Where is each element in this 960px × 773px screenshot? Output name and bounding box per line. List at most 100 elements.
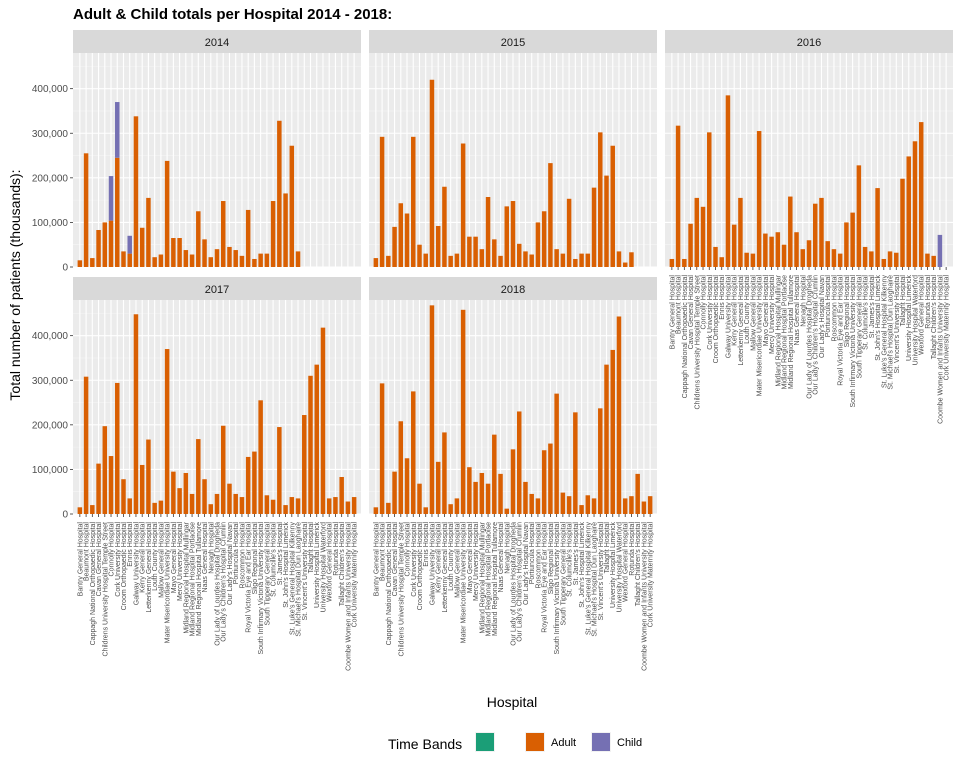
bar-adult — [252, 258, 257, 267]
bar-adult — [931, 255, 936, 267]
bar-adult — [302, 415, 307, 514]
bar-adult — [392, 226, 397, 267]
x-tick-label: Rotunda Hospital — [925, 275, 932, 329]
x-tick-label: St. James's Hospital — [573, 522, 580, 586]
bar-adult — [177, 488, 182, 514]
bar-adult — [869, 251, 874, 267]
x-tick-label: Mercy University Hospital — [769, 275, 776, 354]
x-tick-label: Mayo General Hospital — [467, 522, 474, 594]
bar-adult — [604, 364, 609, 514]
bar-adult — [881, 258, 887, 267]
x-tick-label: Midland Regional Hospital Tullamore — [196, 522, 203, 636]
x-tick-label: St. Columcille's Hospital — [863, 275, 870, 350]
bar-adult — [239, 255, 245, 267]
bar-adult — [83, 376, 89, 514]
bar-adult — [127, 253, 132, 267]
bar-adult — [146, 197, 151, 267]
x-tick-label: Cork University Hospital — [707, 275, 714, 350]
x-tick-label: Croom Orthopaedic Hospital — [713, 275, 720, 364]
x-tick-label: South Infirmary Victoria University Hosp… — [258, 522, 265, 655]
x-tick-label: Mallow General Hospital — [454, 522, 461, 598]
x-tick-label: Our Lady of Lourdes Hospital Drogheda — [511, 522, 518, 646]
bar-adult — [417, 483, 422, 514]
bar-adult — [442, 186, 447, 267]
bar-adult — [535, 222, 541, 267]
bar-adult — [510, 201, 516, 267]
x-tick-label: South Tipperary General Hospital — [560, 522, 567, 626]
x-tick-label: Wexford General Hospital — [327, 522, 334, 602]
bar-adult — [90, 505, 95, 514]
bar-adult — [485, 483, 491, 514]
bar-adult — [227, 246, 232, 267]
x-tick-label: Nenagh Hospital — [504, 522, 511, 574]
bar-adult — [812, 203, 818, 267]
x-tick-label: Beaumont Hospital — [84, 522, 91, 582]
bar-adult — [862, 246, 868, 267]
bar-adult — [573, 412, 578, 514]
x-tick-label: Coombe Women and Infants University Hosp… — [345, 522, 352, 671]
bar-adult — [202, 479, 207, 514]
bar-adult — [152, 257, 157, 267]
bar-adult — [579, 505, 584, 514]
bar-adult — [460, 143, 466, 267]
bar-adult — [289, 145, 295, 267]
y-tick-label: 100,000 — [32, 218, 69, 229]
bar-adult — [386, 502, 391, 514]
bar-adult — [320, 327, 326, 514]
y-tick-label: 0 — [62, 263, 68, 274]
y-axis-label: Total number of patients (thousands): — [7, 169, 23, 400]
bar-adult — [756, 131, 762, 267]
x-tick-label: University Hospital Limerick — [610, 522, 617, 608]
x-tick-label: Naas General Hospital — [794, 275, 801, 346]
bar-adult — [314, 364, 319, 514]
bar-adult — [214, 493, 220, 514]
bar-adult — [345, 501, 351, 514]
bar-adult — [423, 507, 428, 514]
y-tick-label: 400,000 — [32, 84, 69, 95]
x-tick-label: Roscommon Hospital — [239, 522, 246, 589]
bar-adult — [622, 498, 628, 514]
bar-adult — [763, 233, 768, 267]
bar-adult — [233, 250, 238, 267]
x-tick-label: Cavan General Hospital — [688, 275, 695, 350]
bar-adult — [448, 504, 453, 514]
x-tick-label: Naas General Hospital — [498, 522, 505, 593]
x-tick-label: Rotunda Hospital — [333, 522, 340, 576]
bar-adult — [573, 258, 578, 267]
bar-adult — [529, 254, 534, 267]
chart-title: Adult & Child totals per Hospital 2014 -… — [73, 6, 392, 23]
bar-adult — [411, 391, 416, 514]
bar-adult — [411, 136, 416, 267]
x-tick-label: Cork University Hospital — [115, 522, 122, 597]
x-tick-label: Cappagh National Orthopaedic Hospital — [90, 522, 97, 646]
x-tick-label: Midland Regional Hospital Mullingar — [775, 274, 782, 386]
bar-adult — [454, 253, 460, 267]
x-tick-label: Our Lady of Lourdes Hospital Drogheda — [215, 522, 222, 646]
x-tick-label: Wexford General Hospital — [623, 522, 630, 602]
x-tick-label: Ennis Hospital — [127, 522, 134, 567]
bar-adult — [183, 472, 189, 514]
x-tick-label: Ennis Hospital — [423, 522, 430, 567]
bar-adult — [906, 156, 911, 267]
bar-adult — [220, 201, 226, 267]
bar-adult — [373, 507, 379, 514]
x-tick-label: St. Vincent's University Hospital — [302, 522, 309, 621]
bar-adult — [682, 258, 687, 267]
bar-adult — [560, 253, 566, 267]
bar-adult — [108, 220, 114, 267]
bar-adult — [806, 240, 812, 267]
x-tick-label: University Hospital Limerick — [314, 522, 321, 608]
facet-strip — [369, 30, 657, 53]
y-tick-label: 0 — [62, 510, 68, 521]
x-tick-label: Connolly Hospital — [109, 522, 116, 577]
x-tick-label: Midland Regional Hospital Tullamore — [492, 522, 499, 636]
bar-adult — [604, 175, 609, 267]
bar-adult — [825, 241, 830, 267]
bar-adult — [295, 251, 301, 267]
bar-adult — [96, 463, 101, 514]
bar-adult — [208, 257, 214, 267]
bar-adult — [479, 249, 485, 267]
bar-adult — [516, 411, 522, 514]
bar-adult — [700, 206, 706, 267]
x-tick-label: Childrens University Hospital Temple Str… — [398, 522, 405, 657]
